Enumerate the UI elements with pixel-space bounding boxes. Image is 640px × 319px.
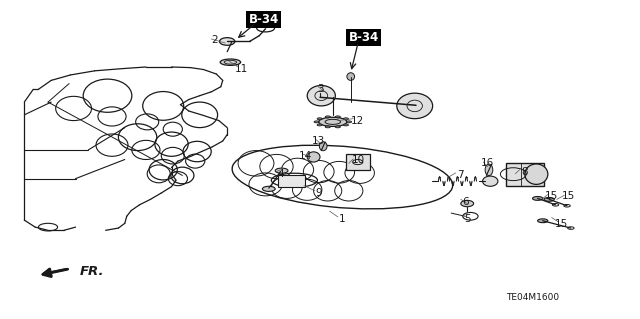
Ellipse shape <box>485 164 493 175</box>
Text: 2: 2 <box>211 35 218 45</box>
Text: 4: 4 <box>277 169 284 179</box>
Ellipse shape <box>343 124 348 126</box>
Ellipse shape <box>325 126 330 128</box>
Text: 9: 9 <box>316 188 322 198</box>
Ellipse shape <box>335 126 340 128</box>
Ellipse shape <box>532 197 543 200</box>
Ellipse shape <box>317 118 323 120</box>
Ellipse shape <box>221 39 234 43</box>
Ellipse shape <box>483 176 498 186</box>
Text: 15: 15 <box>556 219 568 229</box>
Text: B-34: B-34 <box>348 31 379 44</box>
Ellipse shape <box>346 121 351 123</box>
Text: 11: 11 <box>236 63 248 74</box>
Text: 7: 7 <box>458 170 464 180</box>
Text: 13: 13 <box>312 136 325 146</box>
Bar <box>506 163 544 186</box>
Text: 15: 15 <box>545 191 558 201</box>
Text: FR.: FR. <box>80 265 104 278</box>
Ellipse shape <box>347 73 355 80</box>
Ellipse shape <box>275 168 288 173</box>
Ellipse shape <box>319 142 327 151</box>
Text: 12: 12 <box>351 116 364 126</box>
Ellipse shape <box>262 186 275 191</box>
Circle shape <box>461 200 474 207</box>
Ellipse shape <box>220 59 241 65</box>
Ellipse shape <box>525 164 548 184</box>
Text: B-34: B-34 <box>248 13 279 26</box>
Ellipse shape <box>343 118 348 120</box>
Text: 8: 8 <box>522 167 528 177</box>
Text: 3: 3 <box>317 84 323 94</box>
Ellipse shape <box>397 93 433 119</box>
Bar <box>278 175 305 187</box>
Ellipse shape <box>220 38 235 45</box>
Ellipse shape <box>538 219 548 223</box>
Ellipse shape <box>544 197 554 201</box>
Text: 5: 5 <box>464 213 470 224</box>
Ellipse shape <box>319 117 347 126</box>
Text: 14: 14 <box>300 151 312 161</box>
Ellipse shape <box>307 85 335 106</box>
Bar <box>346 154 370 170</box>
Text: 6: 6 <box>463 197 469 207</box>
Text: 10: 10 <box>352 155 365 165</box>
Ellipse shape <box>307 152 320 162</box>
Ellipse shape <box>314 121 319 123</box>
Ellipse shape <box>335 116 340 118</box>
Text: 16: 16 <box>481 158 494 168</box>
Text: TE04M1600: TE04M1600 <box>506 293 559 302</box>
Text: 15: 15 <box>562 191 575 201</box>
Text: 1: 1 <box>339 214 346 225</box>
Ellipse shape <box>325 116 330 118</box>
Ellipse shape <box>317 124 323 126</box>
